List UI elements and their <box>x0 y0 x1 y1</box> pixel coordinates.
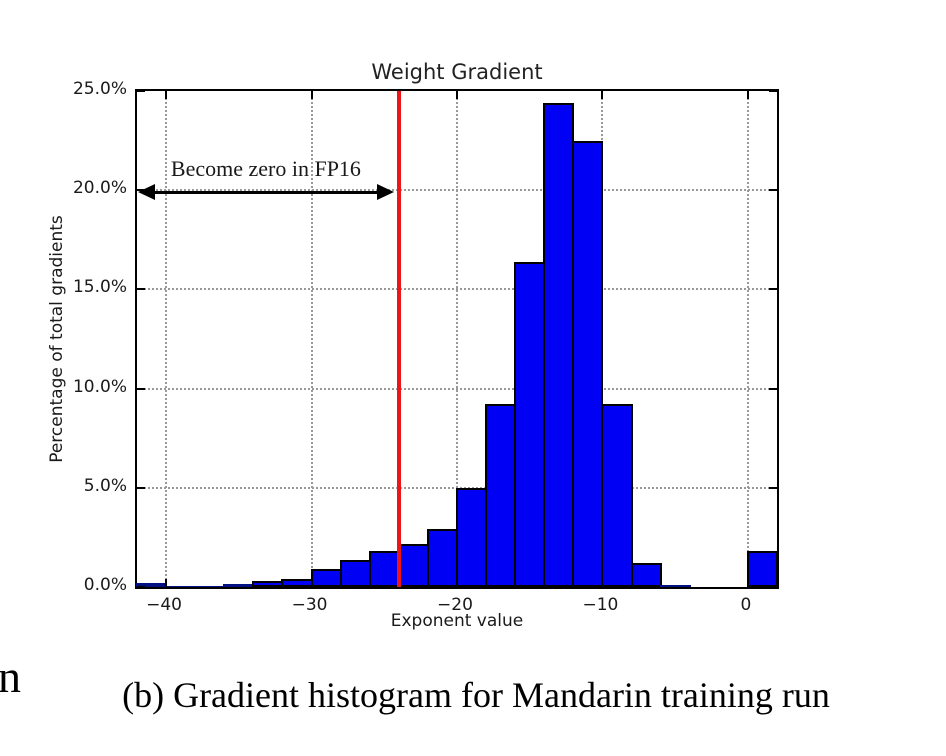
y-tick-mark <box>137 288 145 291</box>
x-tick-label: 0 <box>740 595 752 615</box>
x-axis-title: Exponent value <box>390 611 524 631</box>
chart-title: Weight Gradient <box>371 60 543 84</box>
y-gridline <box>137 387 777 390</box>
x-tick-mark-top <box>165 91 168 99</box>
y-tick-mark <box>137 189 145 192</box>
arrow-right-head-icon <box>376 184 394 201</box>
y-tick-mark-right <box>769 586 777 588</box>
y-tick-mark-right <box>769 288 777 291</box>
y-gridline <box>137 486 777 489</box>
y-tick-mark-right <box>769 486 777 489</box>
histogram-bar <box>485 404 517 587</box>
histogram-bar <box>397 544 429 587</box>
y-tick-label: 25.0% <box>72 79 127 99</box>
histogram-bar <box>601 404 633 587</box>
x-tick-mark <box>746 579 749 587</box>
y-tick-label: 15.0% <box>72 277 127 298</box>
plot-inner: Become zero in FP16 <box>136 90 778 588</box>
stray-text: n <box>0 651 21 702</box>
histogram-bar <box>223 584 255 587</box>
y-gridline <box>137 189 777 192</box>
x-tick-mark <box>310 579 313 587</box>
histogram-bar <box>339 560 371 587</box>
x-tick-mark <box>456 579 458 587</box>
histogram-bar <box>165 586 197 587</box>
histogram-bar <box>456 488 488 587</box>
x-tick-mark <box>165 579 168 587</box>
y-tick-mark <box>137 486 145 489</box>
x-gridline <box>310 91 313 587</box>
histogram-bar <box>136 583 168 587</box>
fp16-cutoff-line <box>396 91 401 587</box>
x-gridline <box>165 91 168 587</box>
x-tick-mark-top <box>746 91 749 99</box>
x-gridline <box>456 91 458 587</box>
y-tick-mark <box>137 90 145 92</box>
histogram-bar <box>368 551 400 587</box>
y-tick-mark-right <box>769 189 777 192</box>
figure-caption: (b) Gradient histogram for Mandarin trai… <box>122 675 830 715</box>
x-tick-label: −40 <box>146 595 183 615</box>
histogram-bar <box>310 569 342 587</box>
x-tick-label: −10 <box>582 595 619 615</box>
y-tick-label: 20.0% <box>72 178 127 199</box>
y-tick-mark <box>137 586 145 588</box>
x-tick-mark-top <box>601 91 604 99</box>
histogram-bar <box>252 581 284 587</box>
fp16-annotation-label: Become zero in FP16 <box>170 156 361 182</box>
fp16-range-arrow <box>147 191 385 195</box>
plot-area: Become zero in FP16 <box>135 89 779 589</box>
y-gridline <box>137 288 777 291</box>
x-tick-mark-top <box>310 91 313 99</box>
y-tick-mark <box>137 387 145 390</box>
histogram-bar <box>514 262 546 587</box>
histogram-bar <box>572 141 604 587</box>
x-tick-mark-top <box>456 91 458 99</box>
y-axis-title: Percentage of total gradients <box>47 215 67 463</box>
arrow-left-head-icon <box>138 184 155 201</box>
x-tick-label: −30 <box>291 595 328 615</box>
y-tick-label: 5.0% <box>83 475 127 496</box>
y-tick-mark-right <box>769 387 777 390</box>
x-gridline <box>746 91 749 587</box>
histogram-bar <box>281 579 313 587</box>
histogram-bar <box>659 585 691 587</box>
histogram-bar <box>194 586 226 587</box>
histogram-bar <box>543 103 575 587</box>
y-tick-mark-right <box>769 90 777 92</box>
histogram-bar <box>426 529 458 587</box>
histogram-bar <box>630 563 662 587</box>
x-tick-label: −20 <box>437 595 473 615</box>
histogram-bar <box>746 551 778 587</box>
x-tick-mark <box>601 579 604 587</box>
y-tick-label: 10.0% <box>72 376 127 397</box>
y-tick-label: 0.0% <box>83 575 127 595</box>
